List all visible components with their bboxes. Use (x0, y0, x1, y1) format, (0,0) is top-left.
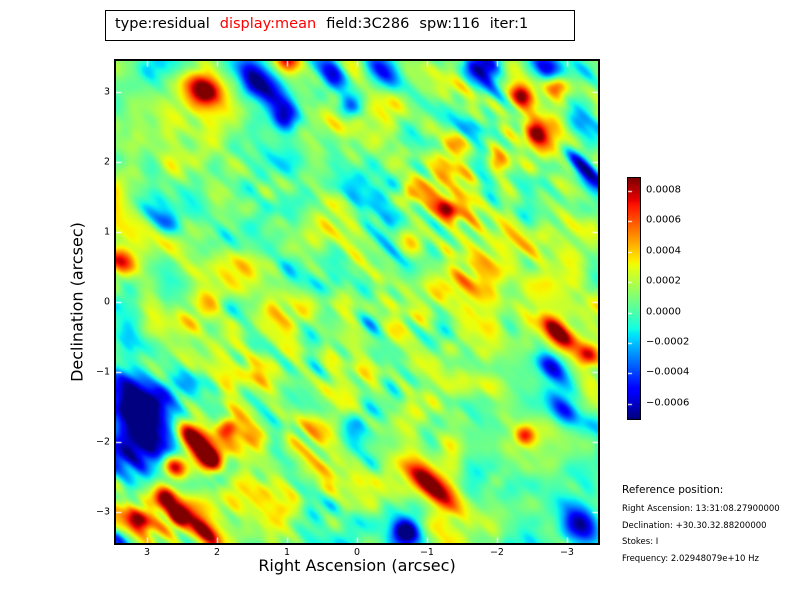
x-tick-label: 0 (353, 547, 361, 558)
reference-right-ascension: Right Ascension: 13:31:08.27900000 (622, 504, 780, 514)
residual-map (116, 61, 598, 543)
x-tick-label: −1 (419, 547, 434, 558)
x-tick-label: 1 (283, 547, 291, 558)
y-tick-label: 1 (103, 226, 110, 238)
reference-position-block: Reference position: Right Ascension: 13:… (622, 484, 780, 570)
y-tick-label: −1 (95, 366, 110, 378)
colorbar (627, 177, 641, 420)
y-tick-label: 2 (103, 156, 110, 168)
y-tick-label: 3 (103, 86, 110, 98)
y-tick-label: −3 (95, 506, 110, 518)
reference-stokes: Stokes: I (622, 537, 659, 547)
title-token: display:mean (219, 16, 317, 32)
colorbar-tick-label: 0.0000 (646, 306, 681, 318)
title-token: type:residual (115, 16, 210, 32)
colorbar-tick-label: 0.0006 (646, 214, 681, 226)
x-tick-label: −2 (489, 547, 504, 558)
title-box: type:residual display:mean field:3C286 spw:… (105, 10, 575, 41)
y-tick-label: −2 (95, 436, 110, 448)
title-token: iter:1 (489, 16, 529, 32)
title-token: field:3C286 (326, 16, 410, 32)
colorbar-tick-label: −0.0006 (646, 397, 690, 409)
colorbar-tick-label: 0.0008 (646, 184, 681, 196)
colorbar-tick-label: 0.0004 (646, 245, 681, 257)
x-tick-label: 2 (213, 547, 221, 558)
colorbar-tick-label: −0.0002 (646, 336, 690, 348)
colorbar-tick-label: −0.0004 (646, 366, 690, 378)
x-tick-label: 3 (143, 547, 151, 558)
colorbar-gradient (628, 178, 640, 419)
title-token: spw:116 (419, 16, 480, 32)
reference-frequency: Frequency: 2.02948079e+10 Hz (622, 553, 759, 564)
colorbar-tick-label: 0.0002 (646, 275, 681, 287)
reference-declination: Declination: +30.30.32.88200000 (622, 520, 767, 531)
plot-frame (114, 59, 600, 545)
y-tick-label: 0 (103, 296, 110, 308)
x-axis-label: Right Ascension (arcsec) (258, 556, 456, 575)
reference-title: Reference position: (622, 484, 724, 496)
x-tick-label: −3 (559, 547, 574, 558)
